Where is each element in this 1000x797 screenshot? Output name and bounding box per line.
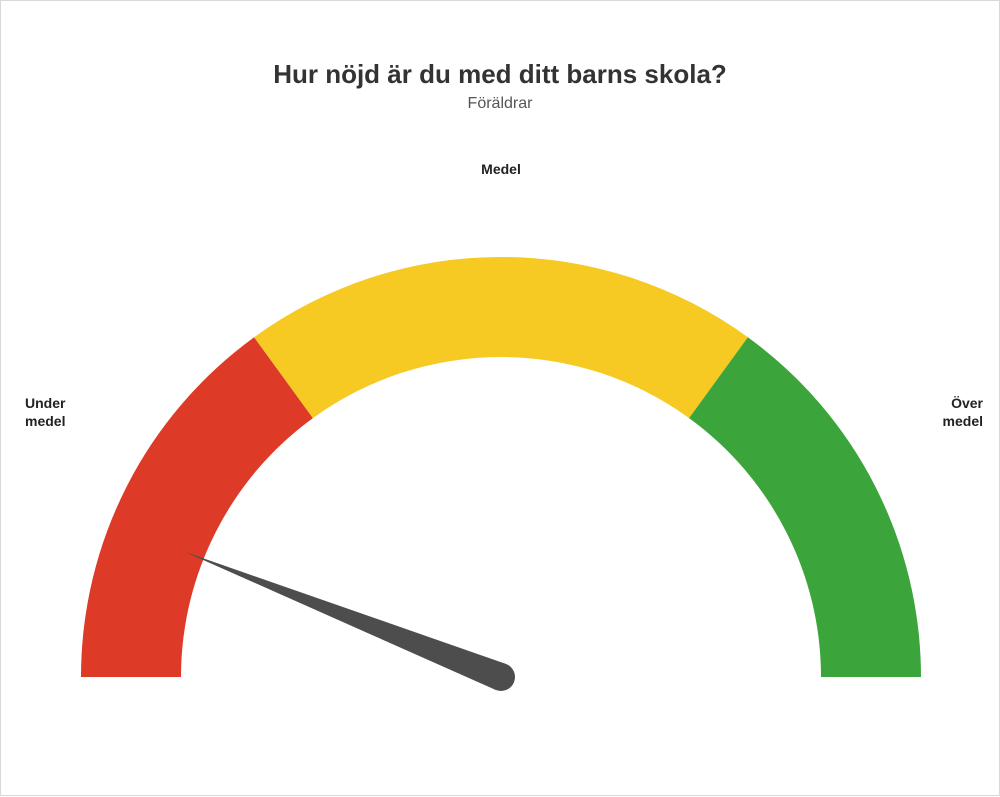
chart-frame: Hur nöjd är du med ditt barns skola? För…	[0, 0, 1000, 796]
gauge-needle-hub	[487, 663, 515, 691]
gauge-needle-pointer	[185, 552, 506, 690]
gauge-segment	[689, 337, 921, 677]
gauge-segment	[81, 337, 313, 677]
gauge-needle	[185, 552, 515, 691]
gauge-chart	[1, 1, 1000, 797]
gauge-segment	[254, 257, 748, 418]
gauge-arcs	[81, 257, 921, 677]
